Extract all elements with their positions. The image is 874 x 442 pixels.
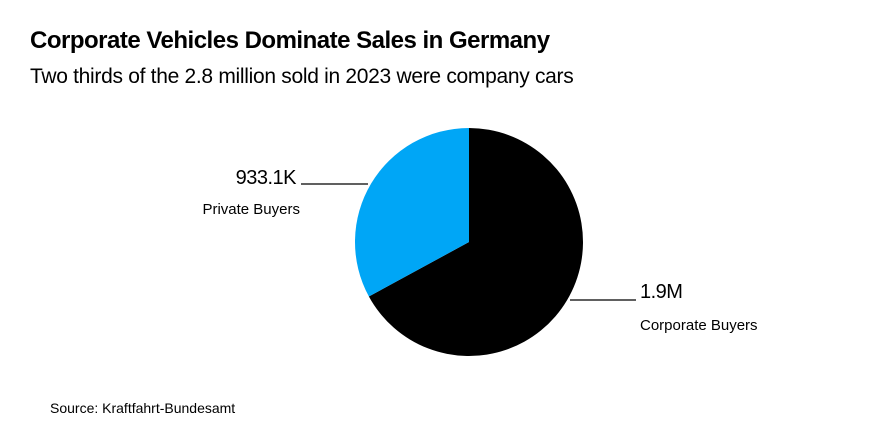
data-label-private-value: 933.1K (236, 167, 298, 189)
pie-slice-corporate-buyers (368, 128, 583, 356)
data-label-corporate-name: Corporate Buyers (640, 317, 758, 334)
data-label-private-name: Private Buyers (202, 201, 300, 218)
pie-slice-private-buyers (355, 128, 469, 297)
data-label-corporate-value: 1.9M (640, 281, 682, 303)
chart-title: Corporate Vehicles Dominate Sales in Ger… (30, 27, 550, 54)
source-note: Source: Kraftfahrt-Bundesamt (50, 400, 236, 416)
chart-subtitle: Two thirds of the 2.8 million sold in 20… (30, 65, 574, 88)
